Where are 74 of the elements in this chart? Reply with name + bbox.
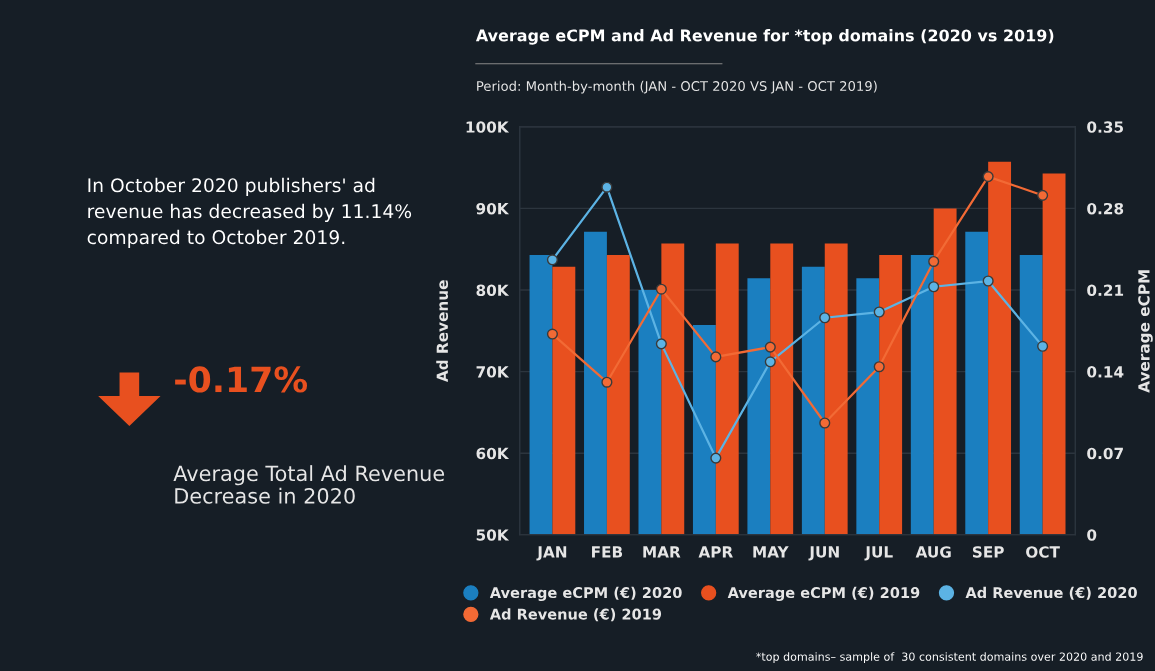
point <box>819 312 831 324</box>
chart-subtitle: Period: Month-by-month (JAN - OCT 2020 VS JAN - OCT 2019) <box>477 80 877 94</box>
bar <box>747 278 771 535</box>
bar <box>856 278 880 535</box>
point <box>819 417 831 429</box>
point <box>546 328 558 340</box>
bar <box>879 255 903 535</box>
point <box>1037 340 1049 352</box>
point <box>655 338 667 350</box>
point <box>928 255 940 268</box>
bar <box>933 208 957 535</box>
y-tick-label: 50K <box>476 529 510 541</box>
bar <box>715 243 739 535</box>
x-tick-label: OCT <box>1026 546 1060 558</box>
point <box>601 181 613 193</box>
bar <box>770 243 794 535</box>
bar <box>910 255 934 535</box>
point <box>710 452 722 464</box>
point <box>710 351 722 363</box>
legend-label: Ad Revenue (€) 2019 <box>489 608 662 622</box>
x-tick-label: FEB <box>592 546 623 558</box>
text: In October 2020 publishers' ad revenue has decreased by 11.14% compared to October 2019. <box>87 177 412 248</box>
y2-tick-label: 0.21 <box>1087 284 1124 297</box>
point <box>982 171 994 183</box>
x-tick-label: MAR <box>643 546 681 558</box>
point <box>601 376 613 388</box>
point <box>546 254 558 266</box>
point <box>1037 189 1049 201</box>
x-tick-label: JUN <box>808 546 839 561</box>
bar <box>1019 255 1043 535</box>
x-tick-label: APR <box>698 546 733 558</box>
point <box>873 306 885 318</box>
point <box>764 356 776 368</box>
text: -0.17% <box>175 366 308 393</box>
text: Average Total Ad Revenue Decrease in 2020 <box>173 465 445 504</box>
legend-label: Average eCPM (€) 2020 <box>489 586 682 602</box>
point <box>873 361 885 373</box>
legend-label: Ad Revenue (€) 2020 <box>965 586 1137 600</box>
bar <box>988 161 1012 535</box>
y-axis-title: Ad Revenue <box>436 280 449 383</box>
legend-label: Average eCPM (€) 2019 <box>727 586 920 602</box>
x-tick-label: MAY <box>753 546 789 558</box>
point <box>764 341 776 353</box>
y-tick-label: 80K <box>476 284 510 297</box>
chart-title: Average eCPM and Ad Revenue for *top domains (2020 vs 2019) <box>475 29 1054 45</box>
bar <box>584 231 607 535</box>
bar <box>692 324 716 535</box>
bar <box>606 255 630 535</box>
bar <box>638 290 662 535</box>
y2-tick-label: 0.14 <box>1087 366 1124 378</box>
y-tick-label: 100K <box>466 121 510 133</box>
point <box>655 283 667 295</box>
y2-tick-label: 0.07 <box>1087 447 1123 460</box>
point <box>982 275 994 287</box>
x-tick-label: JAN <box>536 546 567 561</box>
bar <box>801 266 825 535</box>
text: *top domains– sample of 30 consistent domains over 2020 and 2019 <box>756 652 1143 663</box>
x-tick-label: AUG <box>915 546 951 558</box>
y2-axis-title: Average eCPM <box>1138 270 1153 393</box>
x-tick-label: SEP <box>972 546 1004 558</box>
bar <box>552 266 576 535</box>
y2-tick-label: 0 <box>1087 529 1097 541</box>
bar <box>1042 173 1066 535</box>
y2-tick-label: 0.28 <box>1087 202 1124 215</box>
y-tick-label: 60K <box>476 447 510 460</box>
x-tick-label: JUL <box>864 546 893 561</box>
bar <box>529 255 553 535</box>
y-tick-label: 70K <box>476 366 510 378</box>
y-tick-label: 90K <box>476 202 510 215</box>
y2-tick-label: 0.35 <box>1087 121 1124 133</box>
bar <box>661 243 685 535</box>
point <box>928 281 940 293</box>
bar <box>824 243 848 535</box>
bar <box>965 231 989 535</box>
